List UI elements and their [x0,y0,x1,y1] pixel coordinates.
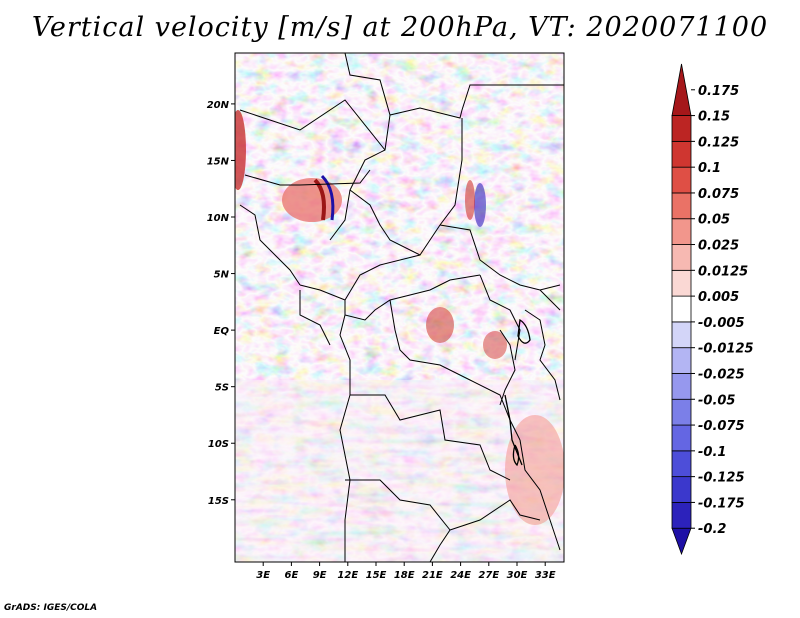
colorbar-label: 0.0125 [698,264,748,279]
colorbar-swatch [671,295,692,323]
colorbar-label: 0.175 [698,84,739,99]
colorbar-swatch [671,450,692,478]
x-tick-label: 18E [394,570,415,581]
colorbar-swatch [671,115,692,142]
colorbar-label: -0.175 [698,496,745,511]
colorbar-swatch [671,269,692,297]
x-tick-label: 3E [256,570,270,581]
colorbar-swatch [671,527,692,556]
y-tick-label: 5S [215,383,229,394]
colorbar-swatch [671,502,692,529]
colorbar-label: 0.005 [698,290,739,305]
colorbar-swatch [671,218,692,245]
y-tick-label: 10S [208,439,229,450]
map-frame [234,52,565,563]
colorbar-label: -0.005 [698,316,745,331]
colorbar-swatch [671,373,692,400]
y-tick-label: 10N [207,213,230,224]
x-tick-label: 30E [507,570,528,581]
colorbar-swatch [671,244,692,271]
x-tick-label: 21E [422,570,443,581]
x-tick-label: 6E [285,570,299,581]
colorbar-label: 0.075 [698,187,739,202]
colorbar-label: 0.125 [698,135,739,150]
colorbar-label: -0.075 [698,419,745,434]
grads-credit: GrADS: IGES/COLA [4,603,98,613]
x-tick-label: 33E [535,570,556,581]
colorbar-swatch [671,424,692,452]
x-tick-label: 27E [478,570,499,581]
colorbar-label: -0.0125 [698,342,754,357]
colorbar-label: 0.15 [698,110,730,125]
x-tick-label: 9E [313,570,327,581]
lakes [504,318,531,467]
x-tick-label: 12E [337,570,358,581]
colorbar-label: -0.125 [698,471,745,486]
y-tick-label: 15S [208,496,229,507]
colorbar-swatch [671,398,692,426]
y-tick-label: 15N [207,156,230,167]
colorbar-label: 0.05 [698,213,730,228]
colorbar-label: 0.025 [698,239,739,254]
colorbar-label: -0.05 [698,393,735,408]
velocity-field [235,53,564,562]
x-tick-label: 24E [450,570,471,581]
colorbar-swatch [671,476,692,503]
colorbar-label: -0.2 [698,522,726,537]
colorbar-swatch [671,140,692,168]
colorbar-label: -0.1 [698,445,726,460]
colorbar-swatch [671,192,692,220]
chart-title: Vertical velocity [m/s] at 200hPa, VT: 2… [31,12,769,43]
colorbar-swatch [671,321,692,349]
x-tick-label: 15E [366,570,387,581]
colorbar-label: 0.1 [698,161,721,176]
y-tick-label: 20N [207,100,230,111]
country-borders [239,53,564,562]
colorbar-swatch [671,63,692,116]
colorbar-label: -0.025 [698,367,745,382]
y-tick-label: EQ [214,326,230,337]
y-tick-label: 5N [214,270,230,281]
colorbar-swatch [671,166,692,194]
colorbar-swatch [671,347,692,374]
